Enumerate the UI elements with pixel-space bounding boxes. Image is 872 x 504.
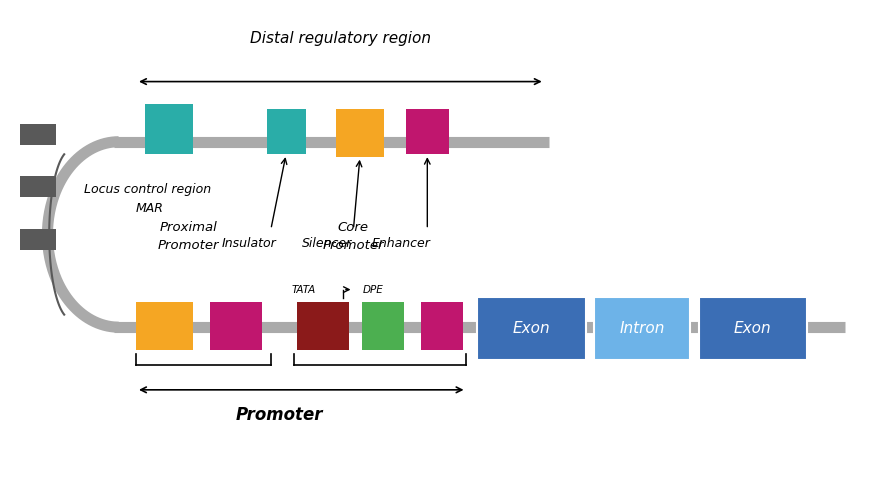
Bar [136,302,193,350]
Text: Core: Core [338,221,369,234]
Text: Proximal: Proximal [160,221,217,234]
Bar [20,176,56,198]
Bar [594,297,690,360]
Text: DPE: DPE [363,285,384,295]
Bar [145,104,193,154]
Bar [20,229,56,250]
Bar [421,302,463,350]
Text: TATA: TATA [292,285,316,295]
Text: Promoter: Promoter [158,239,219,252]
Text: Locus control region: Locus control region [84,183,211,196]
Text: Enhancer: Enhancer [371,237,431,250]
Text: Insulator: Insulator [221,237,276,250]
Text: Promoter: Promoter [323,239,385,252]
Bar [20,123,56,145]
Bar [336,109,384,157]
Text: MAR: MAR [136,202,164,215]
Text: Silencer: Silencer [303,237,352,250]
Text: Distal regulatory region: Distal regulatory region [250,31,431,46]
Bar [477,297,585,360]
Text: Intron: Intron [619,321,664,336]
Text: Exon: Exon [734,321,772,336]
Bar [405,109,449,154]
Text: Exon: Exon [513,321,550,336]
Bar [267,109,305,154]
Bar [698,297,807,360]
Bar [210,302,262,350]
Bar [297,302,349,350]
Text: Promoter: Promoter [235,406,324,424]
Bar [362,302,404,350]
